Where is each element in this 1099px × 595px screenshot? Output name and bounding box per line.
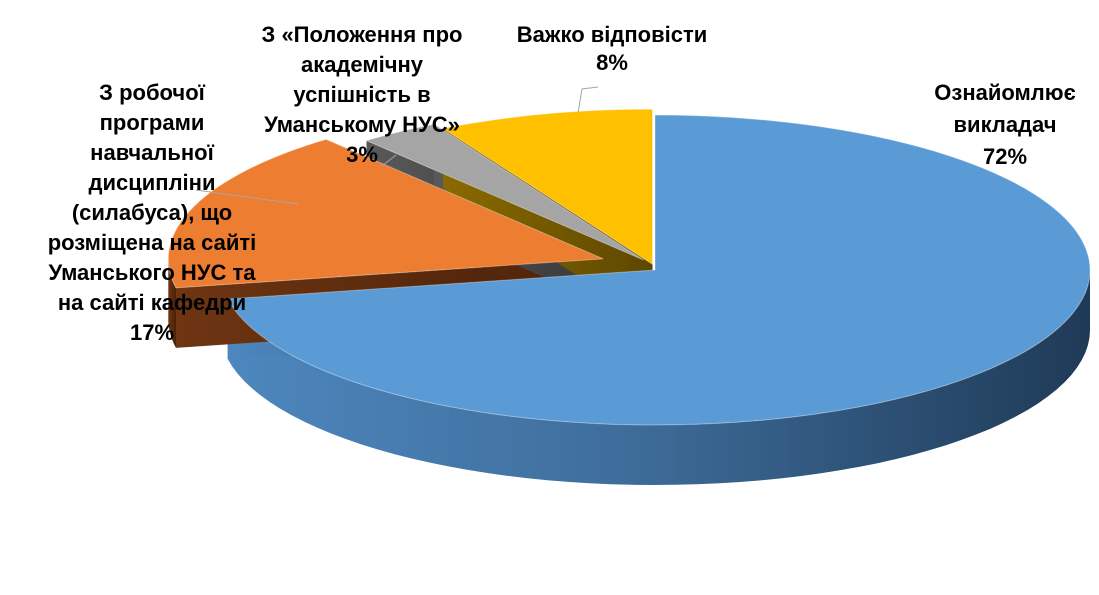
data-label-teacher: Ознайомлює викладач 72%	[934, 80, 1075, 169]
leader-line-hard-to-answer	[577, 86, 599, 114]
category-label-line-teacher: Ознайомлює	[934, 80, 1075, 105]
category-label-line-syllabus: Уманського НУС та	[48, 260, 256, 285]
category-label-line-regulation: З «Положення про	[262, 22, 463, 47]
category-label-line-regulation: Уманському НУС»	[264, 112, 460, 137]
data-label-hard-to-answer: Важко відповісти 8%	[517, 22, 708, 75]
category-label-line-syllabus: розміщена на сайті	[48, 230, 257, 255]
category-label-line-hard-to-answer: Важко відповісти	[517, 22, 708, 47]
data-label-syllabus: З робочої програми навчальної дисципліни (си…	[48, 80, 257, 345]
category-label-line-syllabus: (силабуса), що	[72, 200, 232, 225]
pie-slice-syllabus	[167, 138, 604, 289]
leader-line-syllabus	[195, 189, 299, 205]
percent-label-hard-to-answer: 8%	[596, 50, 628, 75]
pie-side-teacher	[227, 270, 1090, 485]
category-label-line-syllabus: на сайті кафедри	[58, 290, 246, 315]
category-label-line-syllabus: дисципліни	[89, 170, 216, 195]
category-label-line-syllabus: З робочої	[99, 80, 205, 105]
pie-slice-teacher	[226, 114, 1091, 426]
pie-slice-regulation	[365, 123, 645, 261]
percent-label-syllabus: 17%	[130, 320, 174, 345]
data-label-regulation: З «Положення про академічну успішність в Ум…	[262, 22, 463, 167]
category-label-line-regulation: академічну	[301, 52, 424, 77]
category-label-line-regulation: успішність в	[293, 82, 430, 107]
leader-line-regulation	[381, 154, 397, 167]
category-label-line-syllabus: програми	[100, 110, 205, 135]
pie-side-syllabus	[168, 258, 176, 348]
pie-slice-hard-to-answer	[441, 108, 654, 266]
category-label-line-teacher: викладач	[954, 112, 1057, 137]
category-label-line-syllabus: навчальної	[90, 140, 214, 165]
percent-label-regulation: 3%	[346, 142, 378, 167]
percent-label-teacher: 72%	[983, 144, 1027, 169]
